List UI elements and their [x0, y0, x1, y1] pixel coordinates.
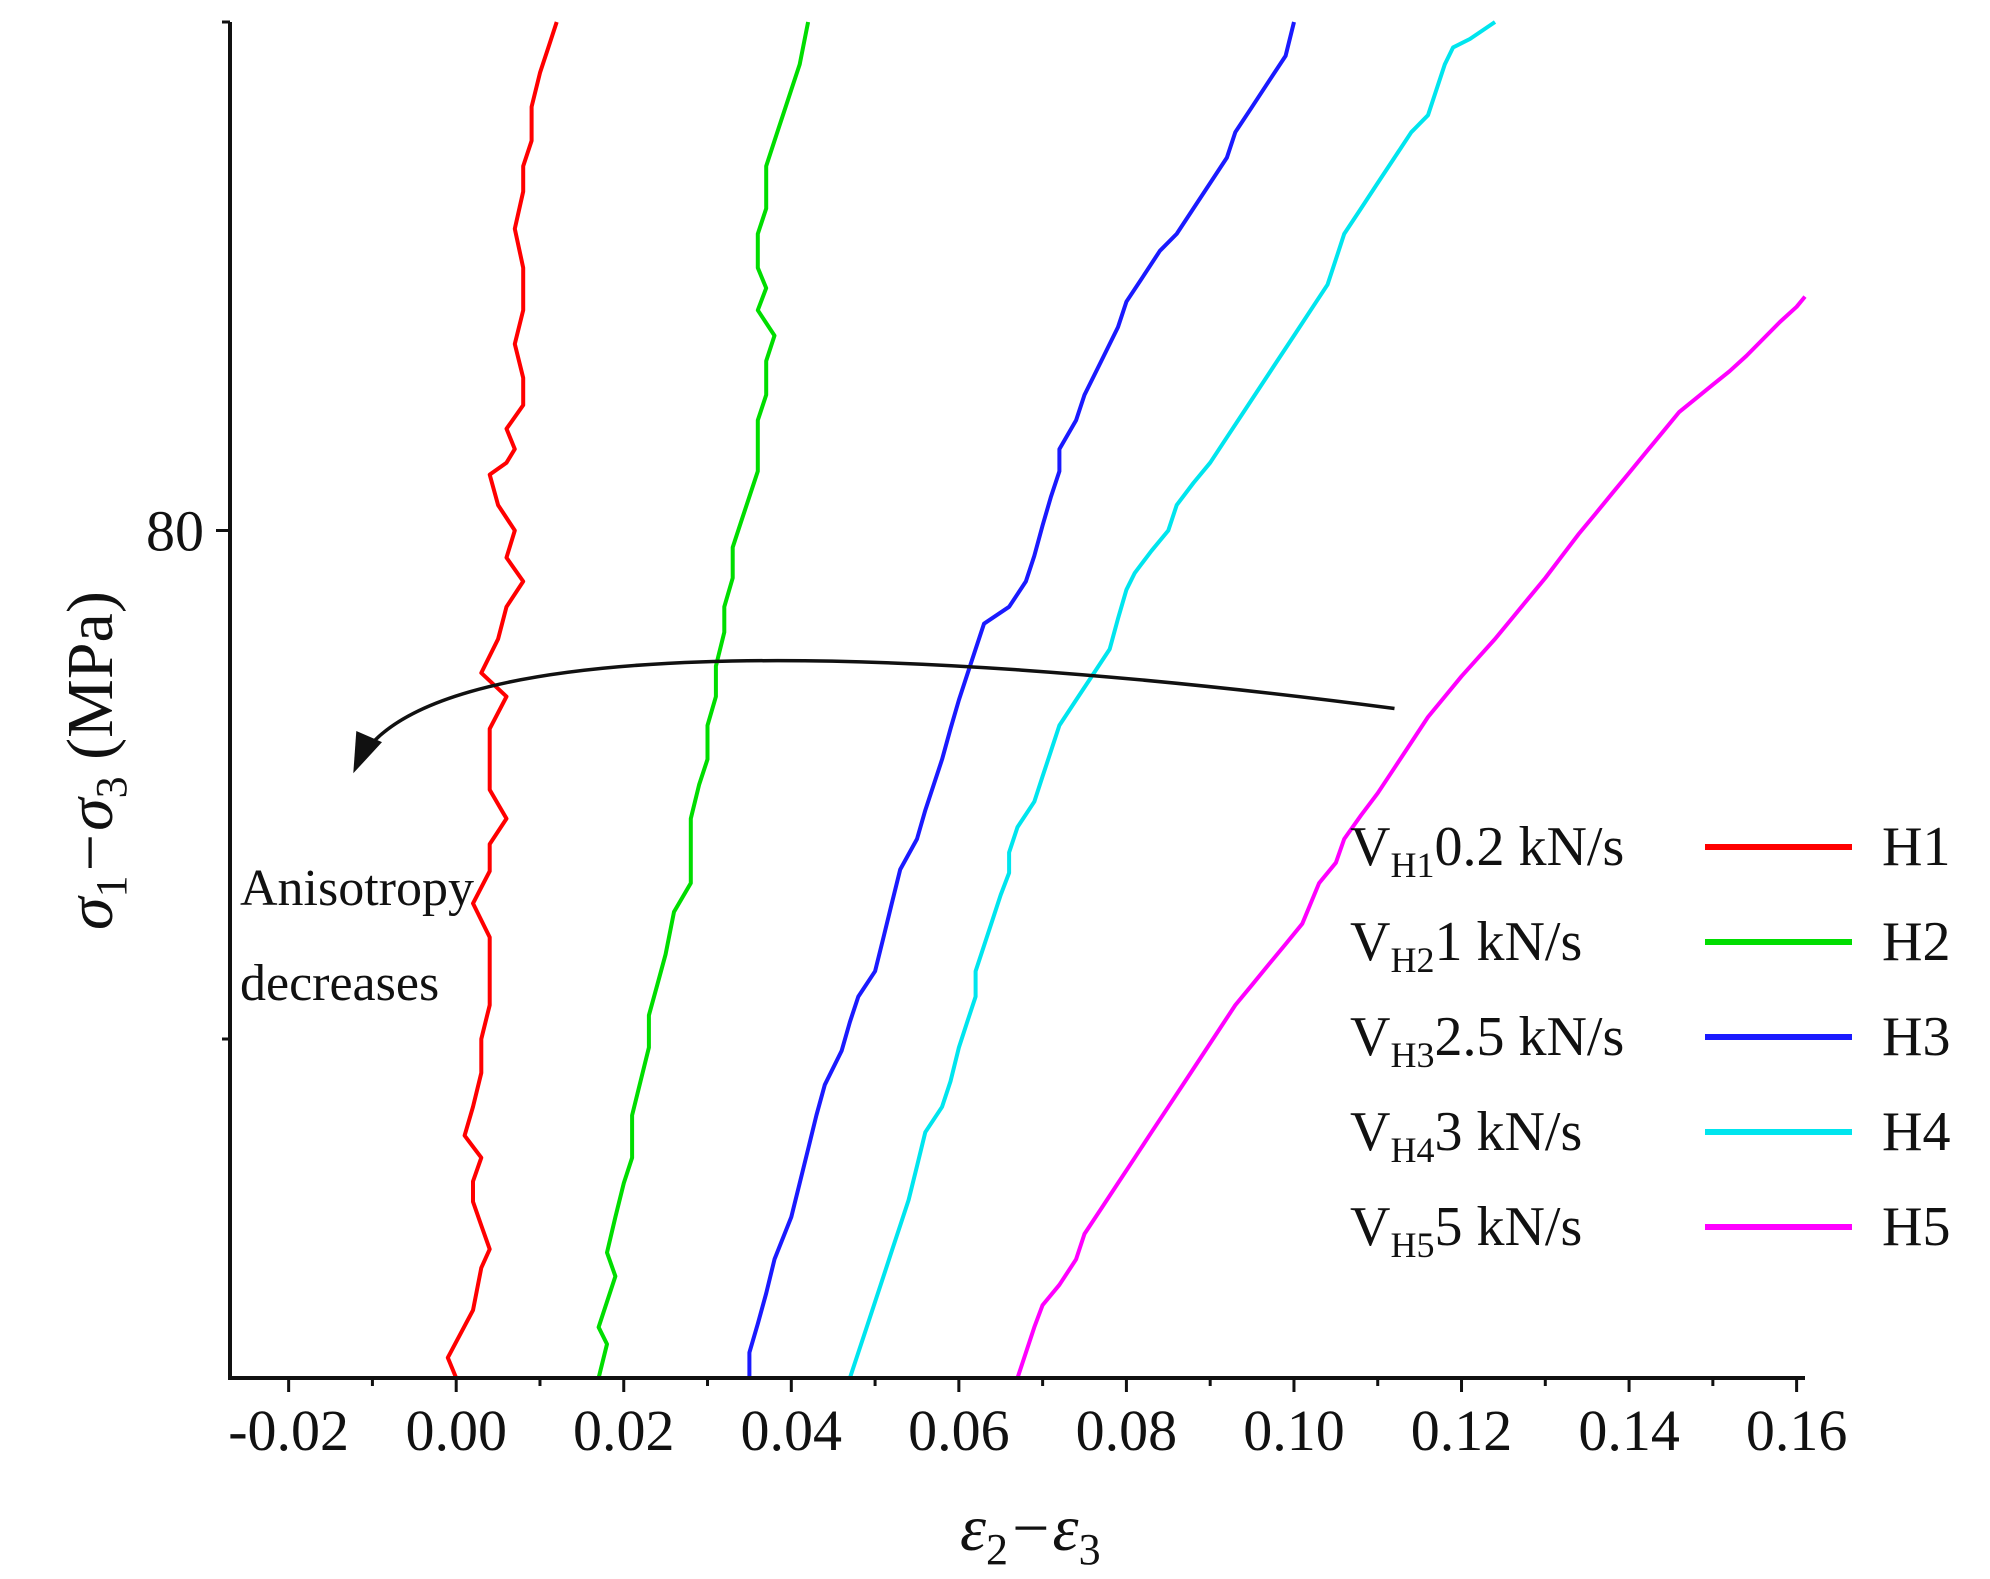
- x-tick-label: 0.14: [1578, 1398, 1680, 1463]
- x-tick-label: 0.08: [1076, 1398, 1178, 1463]
- annotation-arrowhead: [353, 731, 383, 774]
- legend-series-name-h2: H2: [1882, 911, 1950, 973]
- legend-series-name-h5: H5: [1882, 1196, 1950, 1258]
- annotation-text-line-2: decreases: [240, 955, 439, 1012]
- legend: VH10.2 kN/s H1 VH21 kN/s H2 VH32.5 kN/s H3 VH4…: [1350, 816, 1950, 1265]
- x-tick-label: 0.12: [1411, 1398, 1513, 1463]
- annotation-text-line-1: Anisotropy: [240, 860, 474, 917]
- x-tick-label: 0.16: [1746, 1398, 1848, 1463]
- y-ticks: 80: [146, 20, 230, 1041]
- x-tick-label: 0.02: [573, 1398, 675, 1463]
- series-line-h3: [747, 21, 1296, 1378]
- legend-label-h1: VH10.2 kN/s: [1350, 816, 1624, 885]
- x-tick-label: 0.04: [741, 1398, 843, 1463]
- legend-series-name-h4: H4: [1882, 1101, 1950, 1163]
- x-ticks: -0.02 0.00 0.02 0.04 0.06 0.08 0.10 0.12 0.14 0.1…: [228, 1378, 1847, 1463]
- legend-series-name-h1: H1: [1882, 816, 1950, 878]
- series-line-h5: [1015, 295, 1807, 1379]
- x-tick-label: 0.06: [908, 1398, 1010, 1463]
- y-tick-label: 80: [146, 499, 204, 564]
- y-axis-title: σ1−σ3 (MPa): [54, 591, 136, 930]
- legend-label-h5: VH55 kN/s: [1350, 1196, 1582, 1265]
- x-tick-label: -0.02: [228, 1398, 349, 1463]
- annotation: Anisotropy decreases: [240, 658, 1395, 1012]
- series-line-h1: [445, 21, 559, 1379]
- legend-label-h2: VH21 kN/s: [1350, 911, 1582, 980]
- axes: -0.02 0.00 0.02 0.04 0.06 0.08 0.10 0.12 0.14 0.1…: [146, 20, 1847, 1463]
- legend-series-name-h3: H3: [1882, 1006, 1950, 1068]
- legend-label-h3: VH32.5 kN/s: [1350, 1006, 1624, 1075]
- x-tick-label: 0.00: [405, 1398, 507, 1463]
- legend-label-h4: VH43 kN/s: [1350, 1101, 1582, 1170]
- axis-titles: ε2−ε3 σ1−σ3 (MPa): [54, 591, 1101, 1574]
- plot-lines: [445, 20, 1807, 1379]
- x-tick-label: 0.10: [1243, 1398, 1345, 1463]
- annotation-arrow: [354, 658, 1395, 769]
- series-line-h4: [848, 20, 1497, 1379]
- x-axis-title: ε2−ε3: [960, 1492, 1101, 1574]
- series-line-h2: [596, 21, 811, 1379]
